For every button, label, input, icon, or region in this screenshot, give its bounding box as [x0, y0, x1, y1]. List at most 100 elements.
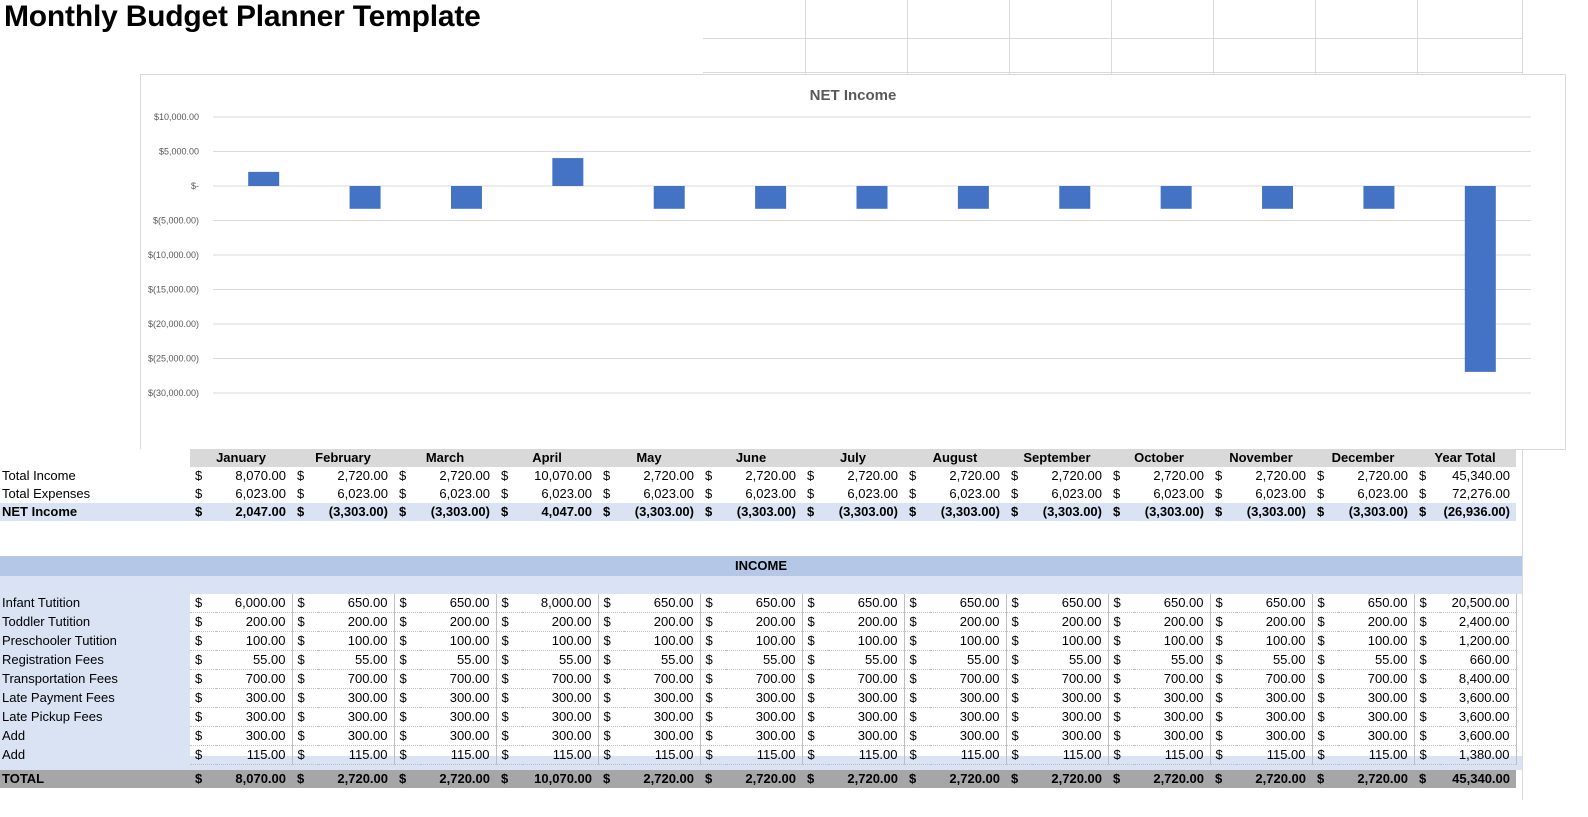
currency-symbol[interactable]: $ — [904, 669, 930, 689]
bar-july[interactable] — [856, 186, 888, 209]
currency-symbol[interactable]: $ — [292, 688, 318, 708]
row-label[interactable]: Total Expenses — [2, 486, 91, 501]
amount-cell[interactable]: 55.00 — [1236, 650, 1313, 670]
currency-symbol[interactable]: $ — [394, 770, 420, 788]
amount-cell[interactable]: 200.00 — [828, 612, 905, 632]
currency-symbol[interactable]: $ — [1215, 468, 1223, 483]
currency-symbol[interactable]: $ — [292, 770, 318, 788]
amount-cell[interactable]: (3,303.00) — [930, 503, 1006, 521]
bar-january[interactable] — [248, 171, 280, 186]
amount-cell[interactable]: 700.00 — [1032, 669, 1109, 689]
amount-cell[interactable]: 45,340.00 — [1452, 468, 1510, 483]
amount-cell[interactable]: 55.00 — [1134, 650, 1211, 670]
currency-symbol[interactable]: $ — [394, 594, 420, 613]
currency-symbol[interactable]: $ — [598, 594, 624, 613]
amount-cell[interactable]: 10,070.00 — [522, 770, 598, 788]
amount-cell[interactable]: 650.00 — [930, 594, 1007, 613]
amount-cell[interactable]: 300.00 — [420, 688, 497, 708]
column-header[interactable]: March — [394, 449, 496, 467]
amount-cell[interactable]: 650.00 — [1134, 594, 1211, 613]
amount-cell[interactable]: (3,303.00) — [1236, 503, 1312, 521]
amount-cell[interactable]: 700.00 — [318, 669, 395, 689]
amount-cell[interactable]: 300.00 — [216, 726, 293, 746]
amount-cell[interactable]: 200.00 — [420, 612, 497, 632]
amount-cell[interactable]: 200.00 — [1134, 612, 1211, 632]
currency-symbol[interactable]: $ — [1108, 726, 1134, 746]
amount-cell[interactable]: 6,023.00 — [337, 486, 388, 501]
amount-cell[interactable]: 300.00 — [828, 688, 905, 708]
currency-symbol[interactable]: $ — [1419, 486, 1427, 501]
row-label[interactable]: Transportation Fees — [0, 669, 190, 689]
row-label[interactable]: Late Pickup Fees — [0, 707, 190, 727]
currency-symbol[interactable]: $ — [1312, 707, 1338, 727]
currency-symbol[interactable]: $ — [190, 612, 216, 632]
amount-cell[interactable]: 300.00 — [420, 726, 497, 746]
currency-symbol[interactable]: $ — [1414, 770, 1440, 788]
currency-symbol[interactable]: $ — [496, 594, 522, 613]
currency-symbol[interactable]: $ — [496, 726, 522, 746]
amount-cell[interactable]: (3,303.00) — [1134, 503, 1210, 521]
amount-cell[interactable]: 300.00 — [522, 688, 599, 708]
amount-cell[interactable]: 700.00 — [930, 669, 1007, 689]
currency-symbol[interactable]: $ — [297, 468, 305, 483]
bar-december[interactable] — [1363, 186, 1395, 209]
currency-symbol[interactable]: $ — [190, 770, 216, 788]
amount-cell[interactable]: 2,720.00 — [318, 770, 394, 788]
amount-cell[interactable]: 115.00 — [1338, 745, 1415, 765]
amount-cell[interactable]: 300.00 — [726, 688, 803, 708]
currency-symbol[interactable]: $ — [904, 688, 930, 708]
currency-symbol[interactable]: $ — [394, 688, 420, 708]
currency-symbol[interactable]: $ — [603, 468, 611, 483]
currency-symbol[interactable]: $ — [904, 612, 930, 632]
amount-cell[interactable]: 8,000.00 — [522, 594, 599, 613]
amount-cell[interactable]: 2,720.00 — [1134, 770, 1210, 788]
currency-symbol[interactable]: $ — [195, 486, 203, 501]
currency-symbol[interactable]: $ — [1210, 503, 1236, 521]
amount-cell[interactable]: 100.00 — [930, 631, 1007, 651]
currency-symbol[interactable]: $ — [1312, 770, 1338, 788]
currency-symbol[interactable]: $ — [598, 631, 624, 651]
amount-cell[interactable]: 6,023.00 — [847, 486, 898, 501]
currency-symbol[interactable]: $ — [904, 650, 930, 670]
row-label[interactable]: Infant Tutition — [0, 594, 190, 613]
currency-symbol[interactable]: $ — [705, 468, 713, 483]
amount-cell[interactable]: 2,400.00 — [1440, 612, 1517, 632]
amount-cell[interactable]: 2,720.00 — [949, 468, 1000, 483]
amount-cell[interactable]: 300.00 — [318, 707, 395, 727]
currency-symbol[interactable]: $ — [394, 707, 420, 727]
currency-symbol[interactable]: $ — [598, 770, 624, 788]
amount-cell[interactable]: 100.00 — [726, 631, 803, 651]
amount-cell[interactable]: 300.00 — [420, 707, 497, 727]
amount-cell[interactable]: 300.00 — [1338, 726, 1415, 746]
currency-symbol[interactable]: $ — [399, 468, 407, 483]
amount-cell[interactable]: 6,023.00 — [1255, 486, 1306, 501]
amount-cell[interactable]: 700.00 — [624, 669, 701, 689]
currency-symbol[interactable]: $ — [1414, 503, 1440, 521]
amount-cell[interactable]: (3,303.00) — [828, 503, 904, 521]
currency-symbol[interactable]: $ — [598, 669, 624, 689]
bar-september[interactable] — [1059, 186, 1091, 209]
amount-cell[interactable]: (3,303.00) — [726, 503, 802, 521]
currency-symbol[interactable]: $ — [700, 650, 726, 670]
currency-symbol[interactable]: $ — [1210, 745, 1236, 765]
amount-cell[interactable]: 115.00 — [318, 745, 395, 765]
currency-symbol[interactable]: $ — [190, 594, 216, 613]
column-header[interactable]: October — [1108, 449, 1210, 467]
currency-symbol[interactable]: $ — [394, 503, 420, 521]
amount-cell[interactable]: 2,720.00 — [624, 770, 700, 788]
amount-cell[interactable]: 45,340.00 — [1440, 770, 1516, 788]
amount-cell[interactable]: 2,720.00 — [847, 468, 898, 483]
amount-cell[interactable]: (3,303.00) — [1338, 503, 1414, 521]
currency-symbol[interactable]: $ — [1210, 631, 1236, 651]
currency-symbol[interactable]: $ — [190, 726, 216, 746]
amount-cell[interactable]: 300.00 — [522, 726, 599, 746]
row-label[interactable]: Late Payment Fees — [0, 688, 190, 708]
currency-symbol[interactable]: $ — [598, 650, 624, 670]
column-header[interactable]: July — [802, 449, 904, 467]
amount-cell[interactable]: 2,720.00 — [1153, 468, 1204, 483]
currency-symbol[interactable]: $ — [700, 688, 726, 708]
currency-symbol[interactable]: $ — [1006, 688, 1032, 708]
currency-symbol[interactable]: $ — [1414, 688, 1440, 708]
amount-cell[interactable]: 300.00 — [726, 707, 803, 727]
amount-cell[interactable]: 55.00 — [318, 650, 395, 670]
